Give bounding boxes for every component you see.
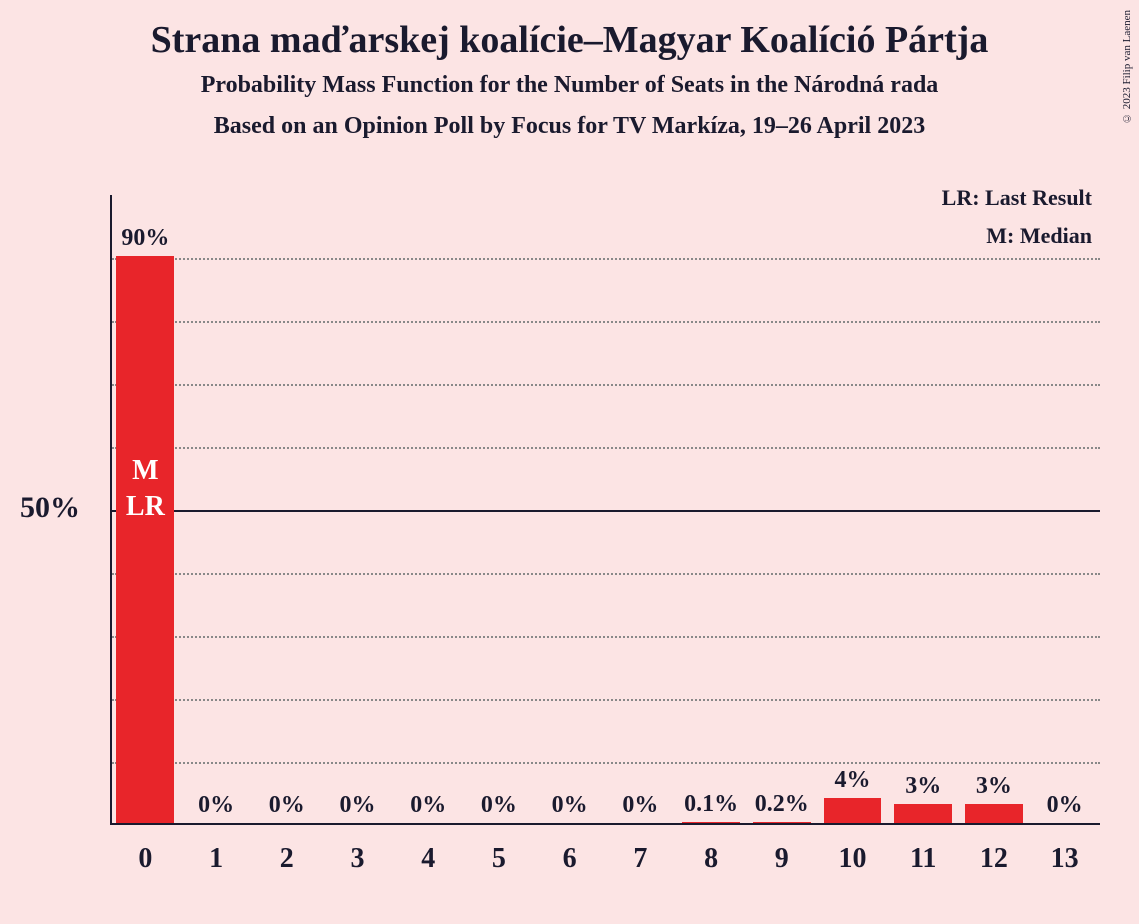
bar-value-label: 0% bbox=[340, 792, 376, 819]
x-tick-label: 13 bbox=[1051, 843, 1079, 875]
copyright-text: © 2023 Filip van Laenen bbox=[1121, 10, 1133, 124]
bar-10 bbox=[824, 798, 882, 823]
bar-value-label: 0.2% bbox=[755, 791, 809, 818]
x-tick-label: 11 bbox=[910, 843, 936, 875]
y-axis-tick-50: 50% bbox=[20, 491, 80, 525]
x-tick-label: 5 bbox=[492, 843, 506, 875]
x-tick-label: 2 bbox=[280, 843, 294, 875]
bar-value-label: 0% bbox=[622, 792, 658, 819]
grid-line bbox=[112, 384, 1100, 386]
x-tick-label: 0 bbox=[138, 843, 152, 875]
chart-subtitle-1: Probability Mass Function for the Number… bbox=[0, 72, 1139, 99]
bar-11 bbox=[894, 804, 952, 823]
legend-last-result: LR: Last Result bbox=[942, 185, 1092, 211]
chart-title: Strana maďarskej koalície–Magyar Koalíci… bbox=[0, 0, 1139, 62]
bar-value-label: 90% bbox=[121, 225, 169, 252]
x-tick-label: 10 bbox=[839, 843, 867, 875]
bar-0 bbox=[116, 256, 174, 823]
x-tick-label: 7 bbox=[633, 843, 647, 875]
bar-annotation-lr: LR bbox=[126, 491, 165, 523]
grid-line bbox=[112, 321, 1100, 323]
x-tick-label: 3 bbox=[351, 843, 365, 875]
x-tick-label: 1 bbox=[209, 843, 223, 875]
x-tick-label: 12 bbox=[980, 843, 1008, 875]
x-tick-label: 6 bbox=[563, 843, 577, 875]
grid-line-50-solid bbox=[112, 510, 1100, 512]
x-tick-label: 9 bbox=[775, 843, 789, 875]
chart-subtitle-2: Based on an Opinion Poll by Focus for TV… bbox=[0, 113, 1139, 140]
grid-line bbox=[112, 258, 1100, 260]
x-tick-label: 4 bbox=[421, 843, 435, 875]
bar-value-label: 4% bbox=[835, 767, 871, 794]
grid-line bbox=[112, 699, 1100, 701]
bar-value-label: 3% bbox=[976, 773, 1012, 800]
bar-value-label: 0% bbox=[410, 792, 446, 819]
bar-12 bbox=[965, 804, 1023, 823]
bar-annotation-m: M bbox=[132, 455, 158, 487]
grid-line bbox=[112, 636, 1100, 638]
x-axis bbox=[110, 823, 1100, 825]
bar-8 bbox=[682, 822, 740, 823]
bar-value-label: 0% bbox=[198, 792, 234, 819]
bar-value-label: 3% bbox=[905, 773, 941, 800]
legend-median: M: Median bbox=[986, 223, 1092, 249]
grid-line bbox=[112, 762, 1100, 764]
grid-line bbox=[112, 447, 1100, 449]
bar-value-label: 0% bbox=[1047, 792, 1083, 819]
bar-value-label: 0% bbox=[269, 792, 305, 819]
bar-value-label: 0% bbox=[481, 792, 517, 819]
bar-9 bbox=[753, 822, 811, 823]
x-tick-label: 8 bbox=[704, 843, 718, 875]
bar-value-label: 0% bbox=[552, 792, 588, 819]
chart-plot-area: 90% 0% 0% 0% 0% 0% 0% 0% 0.1% 0.2% 4% 3% 3% 0% M LR bbox=[110, 195, 1100, 825]
grid-line bbox=[112, 573, 1100, 575]
bar-value-label: 0.1% bbox=[684, 791, 738, 818]
